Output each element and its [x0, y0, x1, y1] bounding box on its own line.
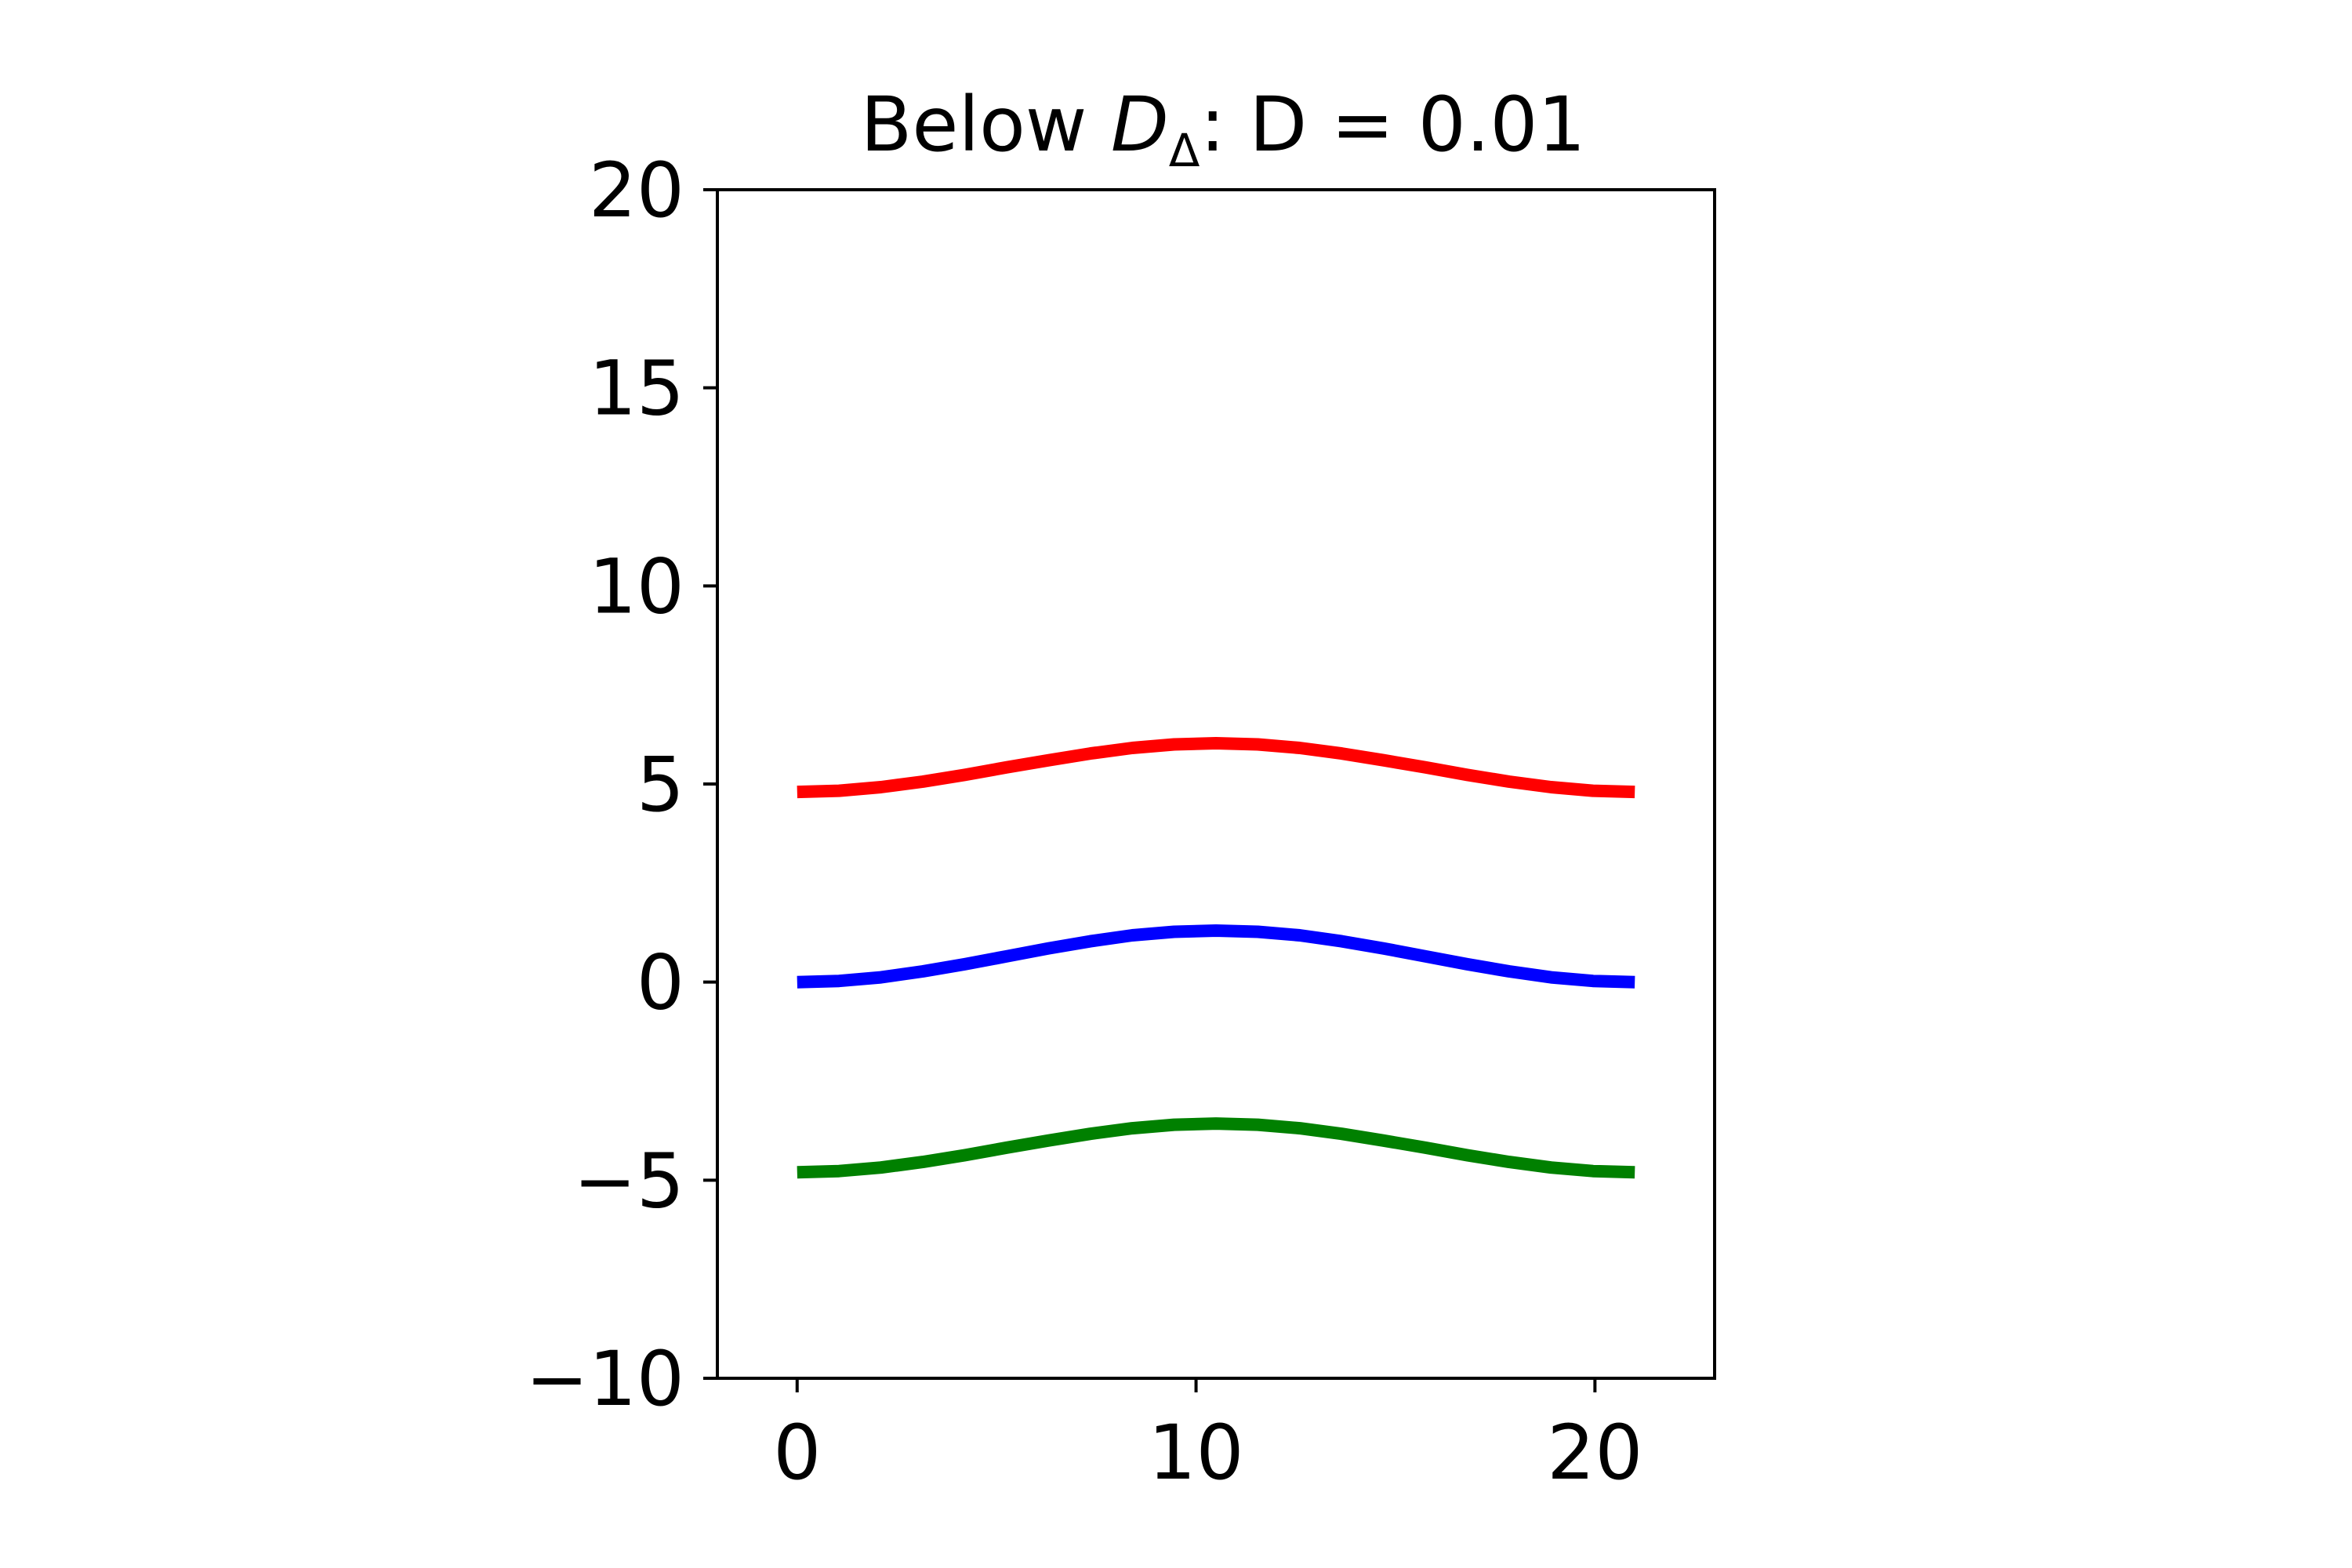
title-symbol: D — [1111, 81, 1169, 169]
y-tick-label: 10 — [589, 543, 684, 630]
plot-area-frame — [716, 188, 1716, 1380]
series-line-2 — [797, 924, 1635, 989]
x-tick-label: 20 — [1547, 1409, 1642, 1497]
x-axis: 0 10 20 — [773, 1378, 1642, 1497]
title-prefix: Below — [861, 81, 1111, 169]
series-line-3 — [797, 1117, 1635, 1179]
y-tick-label: −5 — [573, 1137, 684, 1225]
series-line-1 — [797, 737, 1635, 799]
series-layer — [797, 737, 1635, 1179]
y-tick-label: 5 — [637, 741, 684, 829]
title-subscript: Δ — [1169, 124, 1200, 177]
y-tick-label: 0 — [637, 939, 684, 1027]
x-tick-label: 10 — [1148, 1409, 1243, 1497]
x-tick-label: 0 — [773, 1409, 821, 1497]
chart-title: Below DΔ: D = 0.01 — [861, 81, 1586, 177]
title-suffix: : D = 0.01 — [1200, 81, 1585, 169]
y-tick-label: 20 — [589, 147, 684, 234]
y-axis: −10 −5 0 5 10 15 20 — [525, 147, 717, 1423]
y-tick-label: 15 — [589, 345, 684, 433]
y-tick-label: −10 — [525, 1335, 684, 1423]
